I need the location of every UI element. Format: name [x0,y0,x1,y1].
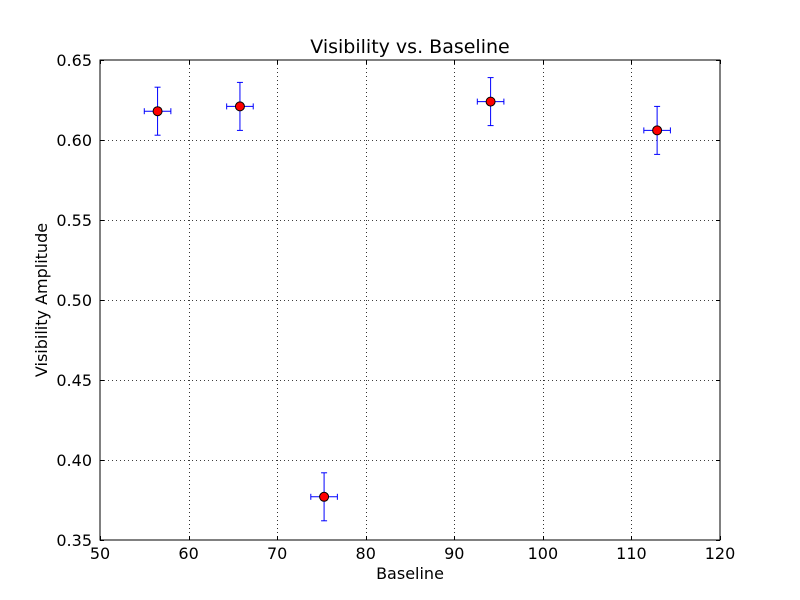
x-tick-label: 100 [528,544,559,563]
x-tick-label: 110 [616,544,647,563]
y-tick-label: 0.50 [56,291,92,310]
grid [100,60,720,540]
y-tick-label: 0.60 [56,131,92,150]
plot-area [100,60,720,540]
x-tick-label: 50 [90,544,110,563]
x-tick-label: 80 [356,544,376,563]
data-point [319,491,330,502]
y-tick-label: 0.40 [56,451,92,470]
y-axis-label: Visibility Amplitude [32,223,51,377]
y-tick-label: 0.35 [56,531,92,550]
y-tick-labels: 0.35 0.40 0.45 0.50 0.55 0.60 0.65 [56,51,92,550]
plot-frame [99,59,721,541]
x-tick-label: 60 [178,544,198,563]
data-point [152,106,163,117]
data-points [152,96,663,502]
y-tick-label: 0.65 [56,51,92,70]
data-point [652,125,663,136]
data-point [485,96,496,107]
x-axis-label: Baseline [376,564,444,583]
x-tick-label: 120 [705,544,736,563]
y-tick-label: 0.45 [56,371,92,390]
x-tick-labels: 50 60 70 80 90 100 110 120 [90,544,735,563]
x-tick-label: 70 [267,544,287,563]
y-tick-label: 0.55 [56,211,92,230]
data-point [234,101,245,112]
chart-title: Visibility vs. Baseline [310,36,509,58]
x-tick-label: 90 [444,544,464,563]
